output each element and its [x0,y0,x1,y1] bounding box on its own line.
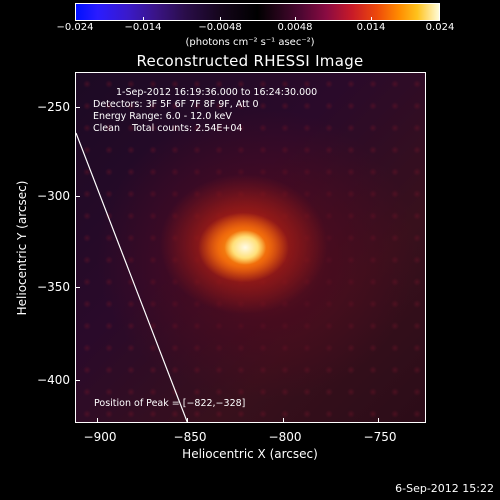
y-tick-mark [75,380,80,381]
solar-limb-line [76,132,188,422]
colorbar-tick-mark [371,17,372,21]
colorbar-units-label: (photons cm⁻² s⁻¹ asec⁻²) [185,37,315,48]
x-tick-mark [97,418,98,423]
x-tick-label: −800 [268,430,302,444]
colorbar-tick-mark [143,17,144,21]
y-tick-mark [75,107,80,108]
colorbar-tick-label: −0.0048 [198,22,242,33]
y-tick-label: −300 [37,189,70,203]
colorbar-tick-label: 0.014 [356,22,386,33]
colorbar-tick-label: −0.024 [56,22,94,33]
time-range-text: 1-Sep-2012 16:19:36.000 to 16:24:30.000 [116,87,318,98]
x-tick-label: −750 [363,430,397,444]
colorbar-tick-mark [295,17,296,21]
y-tick-mark [75,196,80,197]
x-tick-label: −900 [83,430,117,444]
y-tick-label: −250 [37,100,70,114]
colorbar-tick-label: 0.0048 [277,22,313,33]
colorbar-tick-label: −0.014 [124,22,162,33]
colorbar-tick-label: 0.024 [425,22,455,33]
x-tick-label: −850 [173,430,207,444]
y-tick-label: −350 [37,280,70,294]
colorbar-tick-mark [220,17,221,21]
y-tick-label: −400 [37,373,70,387]
colorbar [75,3,440,21]
x-axis-label: Heliocentric X (arcsec) [182,447,318,461]
rhessi-image-plot: 1-Sep-2012 16:19:36.000 to 16:24:30.000 … [75,72,426,423]
x-tick-mark [187,418,188,423]
x-tick-mark [283,418,284,423]
y-axis-label: Heliocentric Y (arcsec) [15,180,29,316]
x-tick-mark [378,418,379,423]
energy-range-text: Energy Range: 6.0 - 12.0 keV [93,111,232,122]
clean-counts-text: Clean Total counts: 2.54E+04 [93,123,243,134]
y-tick-mark [75,287,80,288]
detectors-text: Detectors: 3F 5F 6F 7F 8F 9F, Att 0 [93,99,259,110]
plot-timestamp: 6-Sep-2012 15:22 [395,482,494,495]
peak-position-text: Position of Peak = [−822,−328] [94,398,246,409]
plot-title: Reconstructed RHESSI Image [136,52,364,70]
